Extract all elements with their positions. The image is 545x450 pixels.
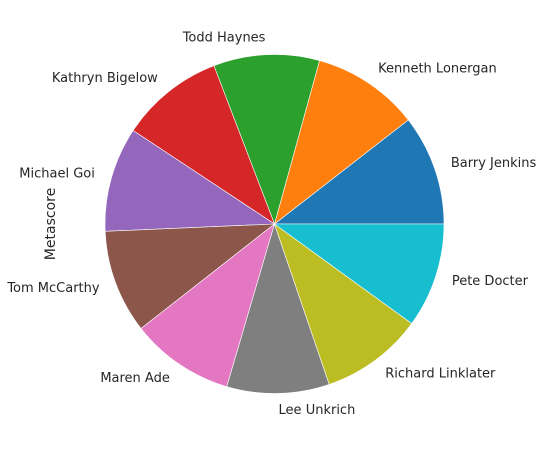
label-richard-linklater: Richard Linklater: [385, 367, 496, 382]
slice-kenneth-lonergan: [273, 60, 409, 225]
slice-tom-mccarthy: [104, 223, 276, 329]
slice-kathryn-bigelow: [132, 65, 276, 225]
label-todd-haynes: Todd Haynes: [182, 30, 266, 45]
slice-michael-goi: [104, 130, 276, 232]
label-kenneth-lonergan: Kenneth Lonergan: [378, 61, 497, 76]
label-pete-docter: Pete Docter: [452, 274, 529, 289]
label-michael-goi: Michael Goi: [19, 167, 95, 182]
slice-lee-unkrich: [226, 223, 330, 394]
slice-richard-linklater: [273, 223, 413, 385]
label-lee-unkrich: Lee Unkrich: [279, 403, 356, 418]
label-kathryn-bigelow: Kathryn Bigelow: [52, 71, 158, 86]
slice-todd-haynes: [213, 54, 320, 225]
slice-pete-docter: [273, 223, 445, 324]
label-barry-jenkins: Barry Jenkins: [451, 156, 537, 171]
y-axis-label: Metascore: [43, 188, 59, 260]
label-tom-mccarthy: Tom McCarthy: [6, 281, 100, 296]
label-maren-ade: Maren Ade: [100, 371, 170, 386]
pie-slices: [104, 54, 445, 394]
slice-maren-ade: [140, 223, 276, 388]
slice-barry-jenkins: [273, 119, 445, 225]
pie-labels: Barry Jenkins Kenneth Lonergan Todd Haynes…: [6, 30, 536, 418]
